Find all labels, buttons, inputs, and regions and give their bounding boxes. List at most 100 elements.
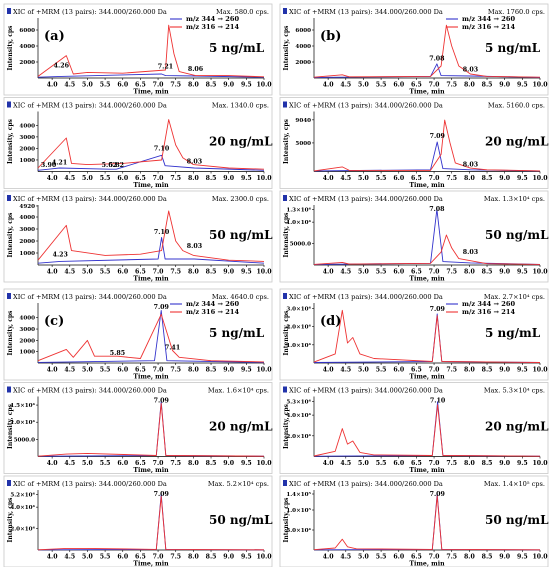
panel-header: XIC of +MRM (13 pairs): 344.000/260.000 … (289, 480, 443, 488)
y-tick-label: 1.0×10⁴ (10, 419, 35, 426)
series-line (37, 236, 265, 264)
x-tick-label: 8.0 (188, 460, 199, 467)
y-tick-label: 2000 (19, 338, 35, 344)
panel-header-marker (283, 101, 287, 108)
x-axis-label: Time, min (409, 467, 445, 474)
x-tick-label: 4.0 (47, 367, 58, 374)
legend-label: m/z 316 → 214 (186, 308, 239, 316)
chart-panel: XIC of +MRM (13 pairs): 344.000/260.000 … (279, 97, 549, 189)
chart-panel: XIC of +MRM (13 pairs): 344.000/260.000 … (279, 288, 549, 381)
x-tick-label: 6.0 (117, 367, 128, 374)
x-tick-label: 7.5 (446, 82, 457, 89)
panel-header: XIC of +MRM (13 pairs): 344.000/260.000 … (289, 387, 443, 395)
x-tick-label: 9.0 (223, 460, 234, 467)
x-tick-label: 7.0 (153, 554, 164, 561)
y-axis-label: Intensity, cps (7, 25, 14, 70)
concentration-label: 50 ng/mL (209, 513, 273, 527)
x-tick-label: 7.0 (429, 175, 440, 182)
x-tick-label: 6.0 (117, 269, 128, 276)
legend-label: m/z 344 → 260 (462, 300, 515, 308)
x-tick-label: 8.5 (482, 554, 493, 561)
peak-label: 7.21 (158, 63, 173, 70)
x-tick-label: 6.0 (393, 269, 404, 276)
x-tick-label: 4.5 (64, 82, 75, 89)
x-tick-label: 5.0 (358, 82, 369, 89)
y-tick-label: 4000 (295, 44, 311, 50)
x-tick-label: 9.0 (223, 82, 234, 89)
series-line (37, 310, 265, 363)
x-tick-label: 6.5 (411, 460, 422, 467)
panel-header-marker (283, 8, 287, 14)
panel-header-marker (7, 195, 11, 201)
x-axis-label: Time, min (409, 182, 445, 189)
panel-frame (279, 288, 549, 381)
x-tick-label: 9.5 (517, 460, 528, 467)
x-tick-label: 5.0 (82, 554, 93, 561)
x-tick-label: 5.5 (100, 554, 111, 561)
y-tick-label: 5.2×10⁴ (10, 491, 35, 498)
x-tick-label: 4.5 (64, 367, 75, 374)
x-tick-label: 5.5 (100, 367, 111, 374)
x-tick-label: 10.0 (256, 367, 272, 374)
legend-label: m/z 344 → 260 (462, 15, 515, 23)
x-tick-label: 6.5 (411, 554, 422, 561)
x-tick-label: 4.0 (47, 554, 58, 561)
panel-header: XIC of +MRM (13 pairs): 344.000/260.000 … (289, 293, 443, 301)
x-tick-label: 9.5 (241, 82, 252, 89)
panel-frame (3, 382, 273, 474)
x-tick-label: 4.0 (47, 460, 58, 467)
x-tick-label: 9.5 (241, 367, 252, 374)
max-intensity-label: Max. 1.6×10⁴ cps. (208, 387, 269, 395)
max-intensity-label: Max. 5160.0 cps. (488, 102, 545, 110)
y-tick-label: 1000 (19, 158, 35, 164)
x-tick-label: 9.0 (223, 269, 234, 276)
series-line (313, 404, 541, 457)
series-line (37, 495, 265, 551)
x-tick-label: 10.0 (256, 554, 272, 561)
y-tick-label: 4000 (19, 215, 35, 221)
x-tick-label: 10.0 (532, 460, 548, 467)
y-tick-label: 4.0×10⁴ (286, 412, 311, 419)
panel-header: XIC of +MRM (13 pairs): 344.000/260.000 … (13, 102, 167, 110)
x-tick-label: 7.0 (429, 554, 440, 561)
panel-header: XIC of +MRM (13 pairs): 344.000/260.000 … (289, 8, 443, 16)
concentration-label: 20 ng/mL (209, 135, 273, 149)
x-tick-label: 4.5 (64, 175, 75, 182)
peak-label: 5.62 (102, 162, 117, 169)
x-tick-label: 8.0 (464, 175, 475, 182)
x-tick-label: 5.5 (376, 554, 387, 561)
x-tick-label: 6.5 (135, 367, 146, 374)
x-tick-label: 7.5 (170, 175, 181, 182)
series-line (313, 495, 541, 551)
x-tick-label: 8.0 (188, 554, 199, 561)
x-tick-label: 4.5 (340, 269, 351, 276)
series-line (37, 24, 265, 78)
x-tick-label: 10.0 (532, 269, 548, 276)
y-tick-label: 2000 (295, 60, 311, 66)
x-axis-label: Time, min (409, 374, 445, 381)
y-tick-label: 3000 (19, 327, 35, 333)
x-tick-label: 10.0 (256, 82, 272, 89)
x-tick-label: 9.5 (241, 269, 252, 276)
x-tick-label: 4.0 (323, 367, 334, 374)
y-tick-label: 4000 (19, 123, 35, 129)
x-tick-label: 8.5 (482, 82, 493, 89)
y-tick-label: 2.0×10⁴ (286, 433, 311, 440)
max-intensity-label: Max. 1760.0 cps. (488, 8, 545, 16)
peak-label: 5.85 (110, 350, 125, 357)
x-tick-label: 10.0 (532, 554, 548, 561)
x-axis-label: Time, min (409, 89, 445, 96)
y-tick-label: 1000 (19, 350, 35, 356)
chart-panel: XIC of +MRM (13 pairs): 344.000/260.000 … (3, 97, 273, 189)
y-axis-label: Intensity, cps (283, 310, 290, 355)
x-tick-label: 10.0 (532, 175, 548, 182)
concentration-label: 20 ng/mL (209, 420, 273, 434)
legend-label: m/z 316 → 214 (462, 308, 515, 316)
max-intensity-label: Max. 1.4×10⁵ cps. (484, 480, 545, 488)
panel-header: XIC of +MRM (13 pairs): 344.000/260.000 … (13, 387, 167, 395)
panel-header-marker (283, 293, 287, 299)
y-axis-label: Intensity, cps (283, 212, 290, 257)
x-tick-label: 8.5 (482, 367, 493, 374)
y-axis-label: Intensity, cps (7, 403, 14, 448)
peak-label: 7.09 (154, 491, 169, 498)
